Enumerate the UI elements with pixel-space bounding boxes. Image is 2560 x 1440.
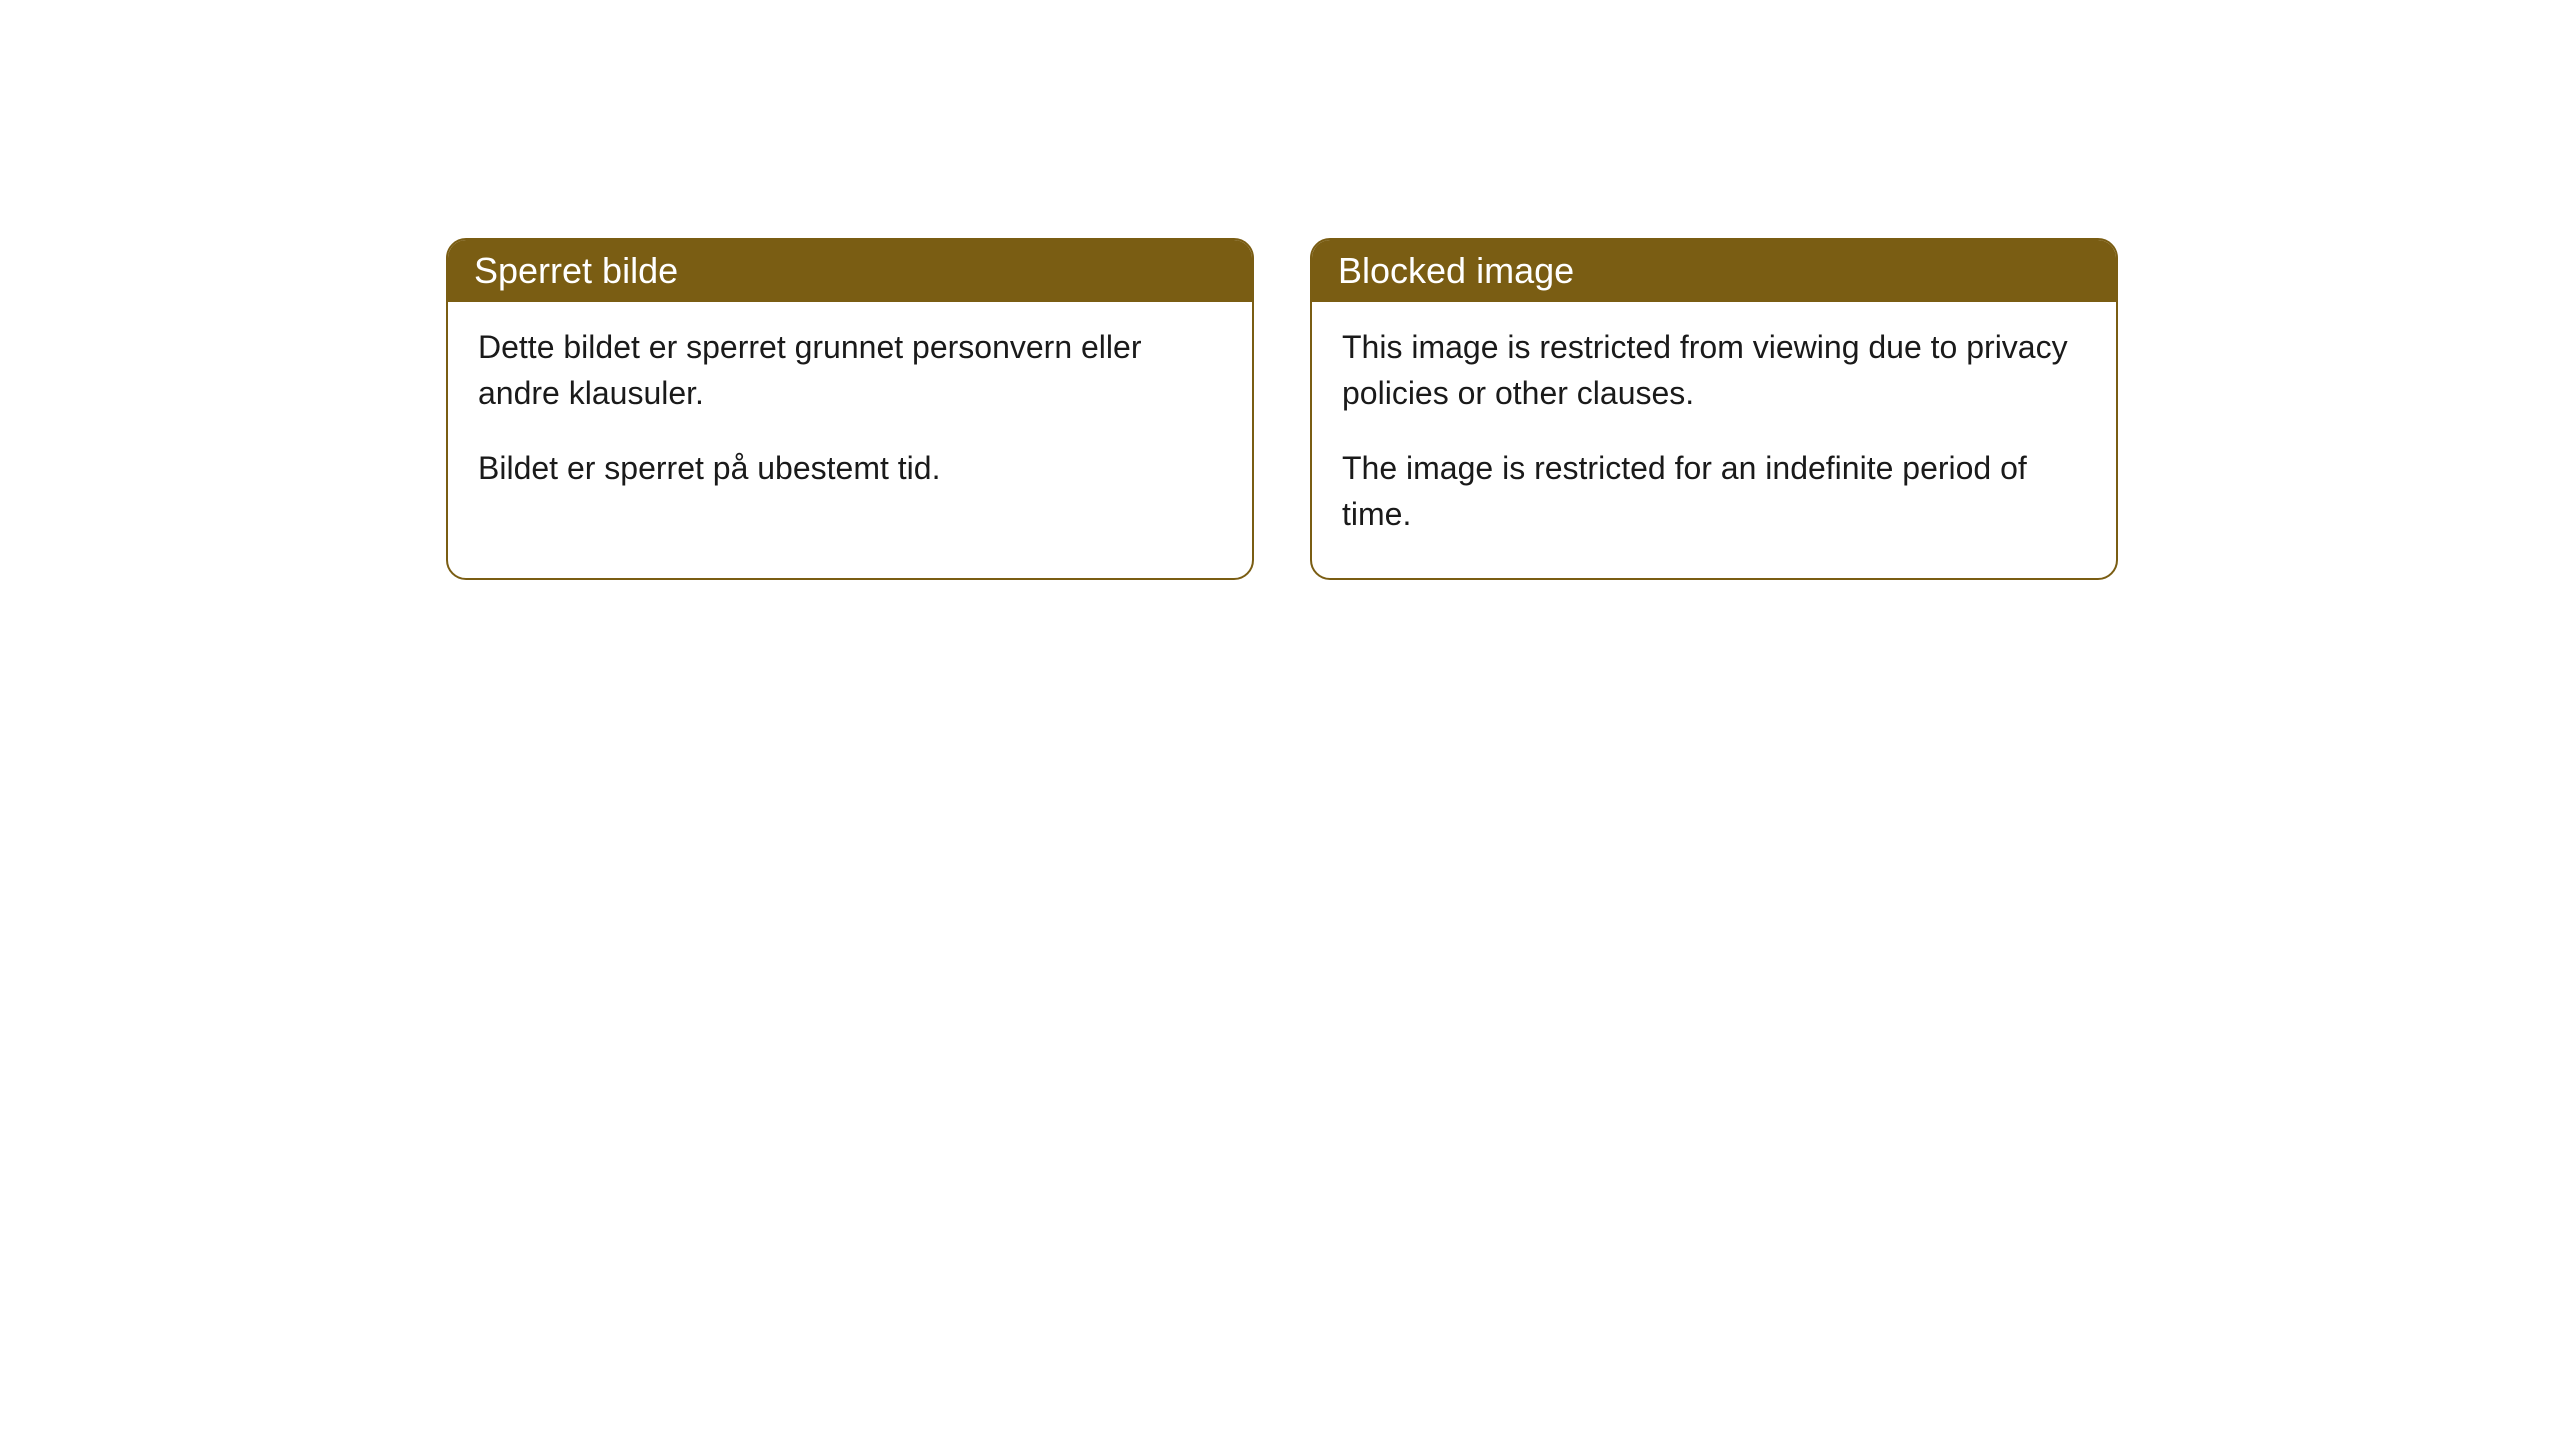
card-title: Sperret bilde	[474, 250, 678, 291]
cards-container: Sperret bilde Dette bildet er sperret gr…	[446, 238, 2118, 580]
blocked-image-card-norwegian: Sperret bilde Dette bildet er sperret gr…	[446, 238, 1254, 580]
card-header-english: Blocked image	[1312, 240, 2116, 302]
card-body-norwegian: Dette bildet er sperret grunnet personve…	[448, 302, 1252, 531]
card-header-norwegian: Sperret bilde	[448, 240, 1252, 302]
blocked-image-card-english: Blocked image This image is restricted f…	[1310, 238, 2118, 580]
card-body-english: This image is restricted from viewing du…	[1312, 302, 2116, 578]
card-paragraph-2: Bildet er sperret på ubestemt tid.	[478, 445, 1222, 491]
card-paragraph-1: This image is restricted from viewing du…	[1342, 324, 2086, 417]
card-paragraph-2: The image is restricted for an indefinit…	[1342, 445, 2086, 538]
card-title: Blocked image	[1338, 250, 1574, 291]
card-paragraph-1: Dette bildet er sperret grunnet personve…	[478, 324, 1222, 417]
